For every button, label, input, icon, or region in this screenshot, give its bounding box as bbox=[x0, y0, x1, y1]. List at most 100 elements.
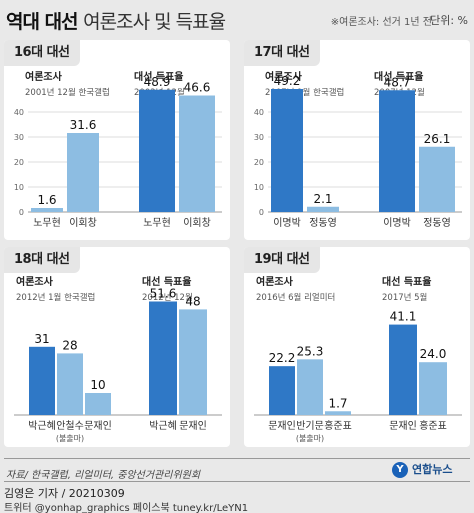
category-label: 이명박 bbox=[383, 217, 411, 229]
bar bbox=[419, 362, 447, 415]
header: 역대 대선 여론조사 및 득표율 ※여론조사: 선거 1년 전 단위: % bbox=[6, 7, 468, 34]
data-label: 49.2 bbox=[274, 74, 301, 88]
category-label: 문재인 bbox=[84, 420, 112, 432]
y-tick-label: 0 bbox=[19, 208, 24, 217]
bar bbox=[57, 353, 83, 415]
data-label: 26.1 bbox=[424, 132, 451, 146]
panel-tab: 19대 대선 bbox=[244, 247, 320, 273]
group-title: 대선 득표율 bbox=[142, 275, 191, 288]
data-label: 41.1 bbox=[390, 310, 417, 324]
title-text: 역대 대선 bbox=[6, 11, 79, 33]
panel-16th-election: 16대 대선 0 10 20 30 40 여론조사 2001년 12월 한국갤럽 1.6 노무현… bbox=[4, 40, 230, 240]
bar bbox=[297, 359, 323, 415]
poll-note: ※여론조사: 선거 1년 전 bbox=[330, 17, 432, 28]
chart-svg: 여론조사 2016년 6월 리얼미터 22.2 문재인 25.3 반기문(불출마) 1.7 홍… bbox=[254, 275, 462, 443]
category-label: 홍준표 bbox=[419, 419, 447, 432]
panel-19th-election: 19대 대선 여론조사 2016년 6월 리얼미터 22.2 문재인 25.3 반기문 (불… bbox=[244, 247, 470, 447]
group-title: 여론조사 bbox=[256, 275, 294, 288]
bar bbox=[419, 146, 455, 212]
group-title: 대선 득표율 bbox=[382, 275, 431, 288]
panel-tab: 16대 대선 bbox=[4, 40, 80, 66]
y-tick-label: 40 bbox=[14, 108, 24, 117]
group-title: 대선 득표율 bbox=[134, 70, 183, 83]
group-title: 여론조사 bbox=[265, 70, 303, 83]
y-tick-label: 10 bbox=[14, 183, 24, 192]
group-title: 여론조사 bbox=[25, 70, 63, 83]
group-date: 2016년 6월 리얼미터 bbox=[256, 292, 335, 303]
subtitle-text: 여론조사 및 득표율 bbox=[83, 11, 226, 33]
panel-tab: 18대 대선 bbox=[4, 247, 80, 273]
data-label: 1.6 bbox=[37, 193, 56, 207]
category-label: 정동영 bbox=[309, 217, 337, 229]
data-label: 24.0 bbox=[420, 347, 447, 361]
yonhap-logo: Y 연합뉴스 bbox=[392, 460, 452, 480]
bar bbox=[85, 393, 111, 415]
footer-divider bbox=[4, 481, 470, 482]
category-label: 홍준표 bbox=[324, 419, 352, 432]
bar bbox=[307, 206, 339, 212]
bar bbox=[67, 133, 99, 212]
group-title: 여론조사 bbox=[16, 275, 54, 288]
category-note: (불출마) bbox=[56, 433, 84, 443]
group-date: 2001년 12월 한국갤럽 bbox=[25, 87, 110, 98]
category-label: 이회창 bbox=[69, 217, 97, 229]
panel-17th-election: 17대 대선 0 10 20 30 40 여론조사 2007년 1월 한국갤럽 49.2 이명박… bbox=[244, 40, 470, 240]
sns-links[interactable]: 트위터 @yonhap_graphics 페이스북 tuney.kr/LeYN1 bbox=[4, 503, 249, 513]
category-label: 문재인 bbox=[389, 420, 417, 432]
logo-mark-icon: Y bbox=[392, 462, 408, 478]
byline: 김영은 기자 / 20210309 bbox=[4, 487, 125, 500]
data-label: 2.1 bbox=[313, 192, 332, 206]
data-label: 28 bbox=[62, 338, 77, 352]
data-label: 31.6 bbox=[70, 118, 97, 132]
category-label: 문재인 bbox=[179, 420, 207, 432]
data-label: 1.7 bbox=[328, 396, 347, 410]
data-label: 48.9 bbox=[144, 75, 171, 89]
bar bbox=[269, 366, 295, 415]
group-date: 2007년 1월 한국갤럽 bbox=[265, 87, 344, 98]
data-label: 22.2 bbox=[269, 351, 296, 365]
data-label: 31 bbox=[34, 332, 49, 346]
category-label: 정동영 bbox=[423, 217, 451, 229]
category-label: 반기문 bbox=[296, 420, 324, 432]
y-tick-label: 20 bbox=[254, 158, 264, 167]
category-label: 안철수 bbox=[56, 420, 84, 432]
category-label: 노무현 bbox=[143, 217, 171, 229]
category-label: 박근혜 bbox=[28, 420, 56, 432]
category-note: (불출마) bbox=[296, 433, 324, 443]
category-label: 노무현 bbox=[33, 217, 61, 229]
y-tick-label: 0 bbox=[259, 208, 264, 217]
y-tick-label: 30 bbox=[14, 133, 24, 142]
category-label: 문재인 bbox=[268, 420, 296, 432]
bar bbox=[271, 89, 303, 212]
y-tick-label: 20 bbox=[14, 158, 24, 167]
bar bbox=[139, 89, 175, 212]
panel-tab: 17대 대선 bbox=[244, 40, 320, 66]
data-label: 48 bbox=[185, 294, 200, 308]
source-text: 자료/ 한국갤럽, 리얼미터, 중앙선거관리위원회 bbox=[6, 470, 201, 481]
logo-text: 연합뉴스 bbox=[412, 463, 453, 476]
data-label: 46.6 bbox=[184, 81, 211, 95]
y-tick-label: 40 bbox=[254, 108, 264, 117]
bar bbox=[179, 95, 215, 212]
y-tick-label: 30 bbox=[254, 133, 264, 142]
category-label: 박근혜 bbox=[149, 420, 177, 432]
bar bbox=[179, 309, 207, 415]
category-label: 이명박 bbox=[273, 217, 301, 229]
group-title: 대선 득표율 bbox=[374, 70, 423, 83]
data-label: 48.7 bbox=[384, 75, 411, 89]
y-tick-label: 10 bbox=[254, 183, 264, 192]
data-label: 25.3 bbox=[297, 344, 324, 358]
chart-svg: 0 10 20 30 40 여론조사 2001년 12월 한국갤럽 1.6 노무현 31.6 이회창… bbox=[14, 70, 222, 229]
bar bbox=[29, 346, 55, 415]
bar bbox=[31, 208, 63, 212]
page-title: 역대 대선 여론조사 및 득표율 bbox=[6, 7, 226, 34]
unit-label: 단위: % bbox=[430, 14, 468, 27]
bar bbox=[325, 411, 351, 415]
footer-divider bbox=[4, 458, 470, 459]
bar bbox=[149, 301, 177, 415]
category-label: 이회창 bbox=[183, 217, 211, 229]
bar bbox=[389, 324, 417, 415]
group-date: 2012년 12월 bbox=[142, 292, 193, 303]
panel-18th-election: 18대 대선 여론조사 2012년 1월 한국갤럽 31 박근혜 28 안철수 (불출마) 1… bbox=[4, 247, 230, 447]
